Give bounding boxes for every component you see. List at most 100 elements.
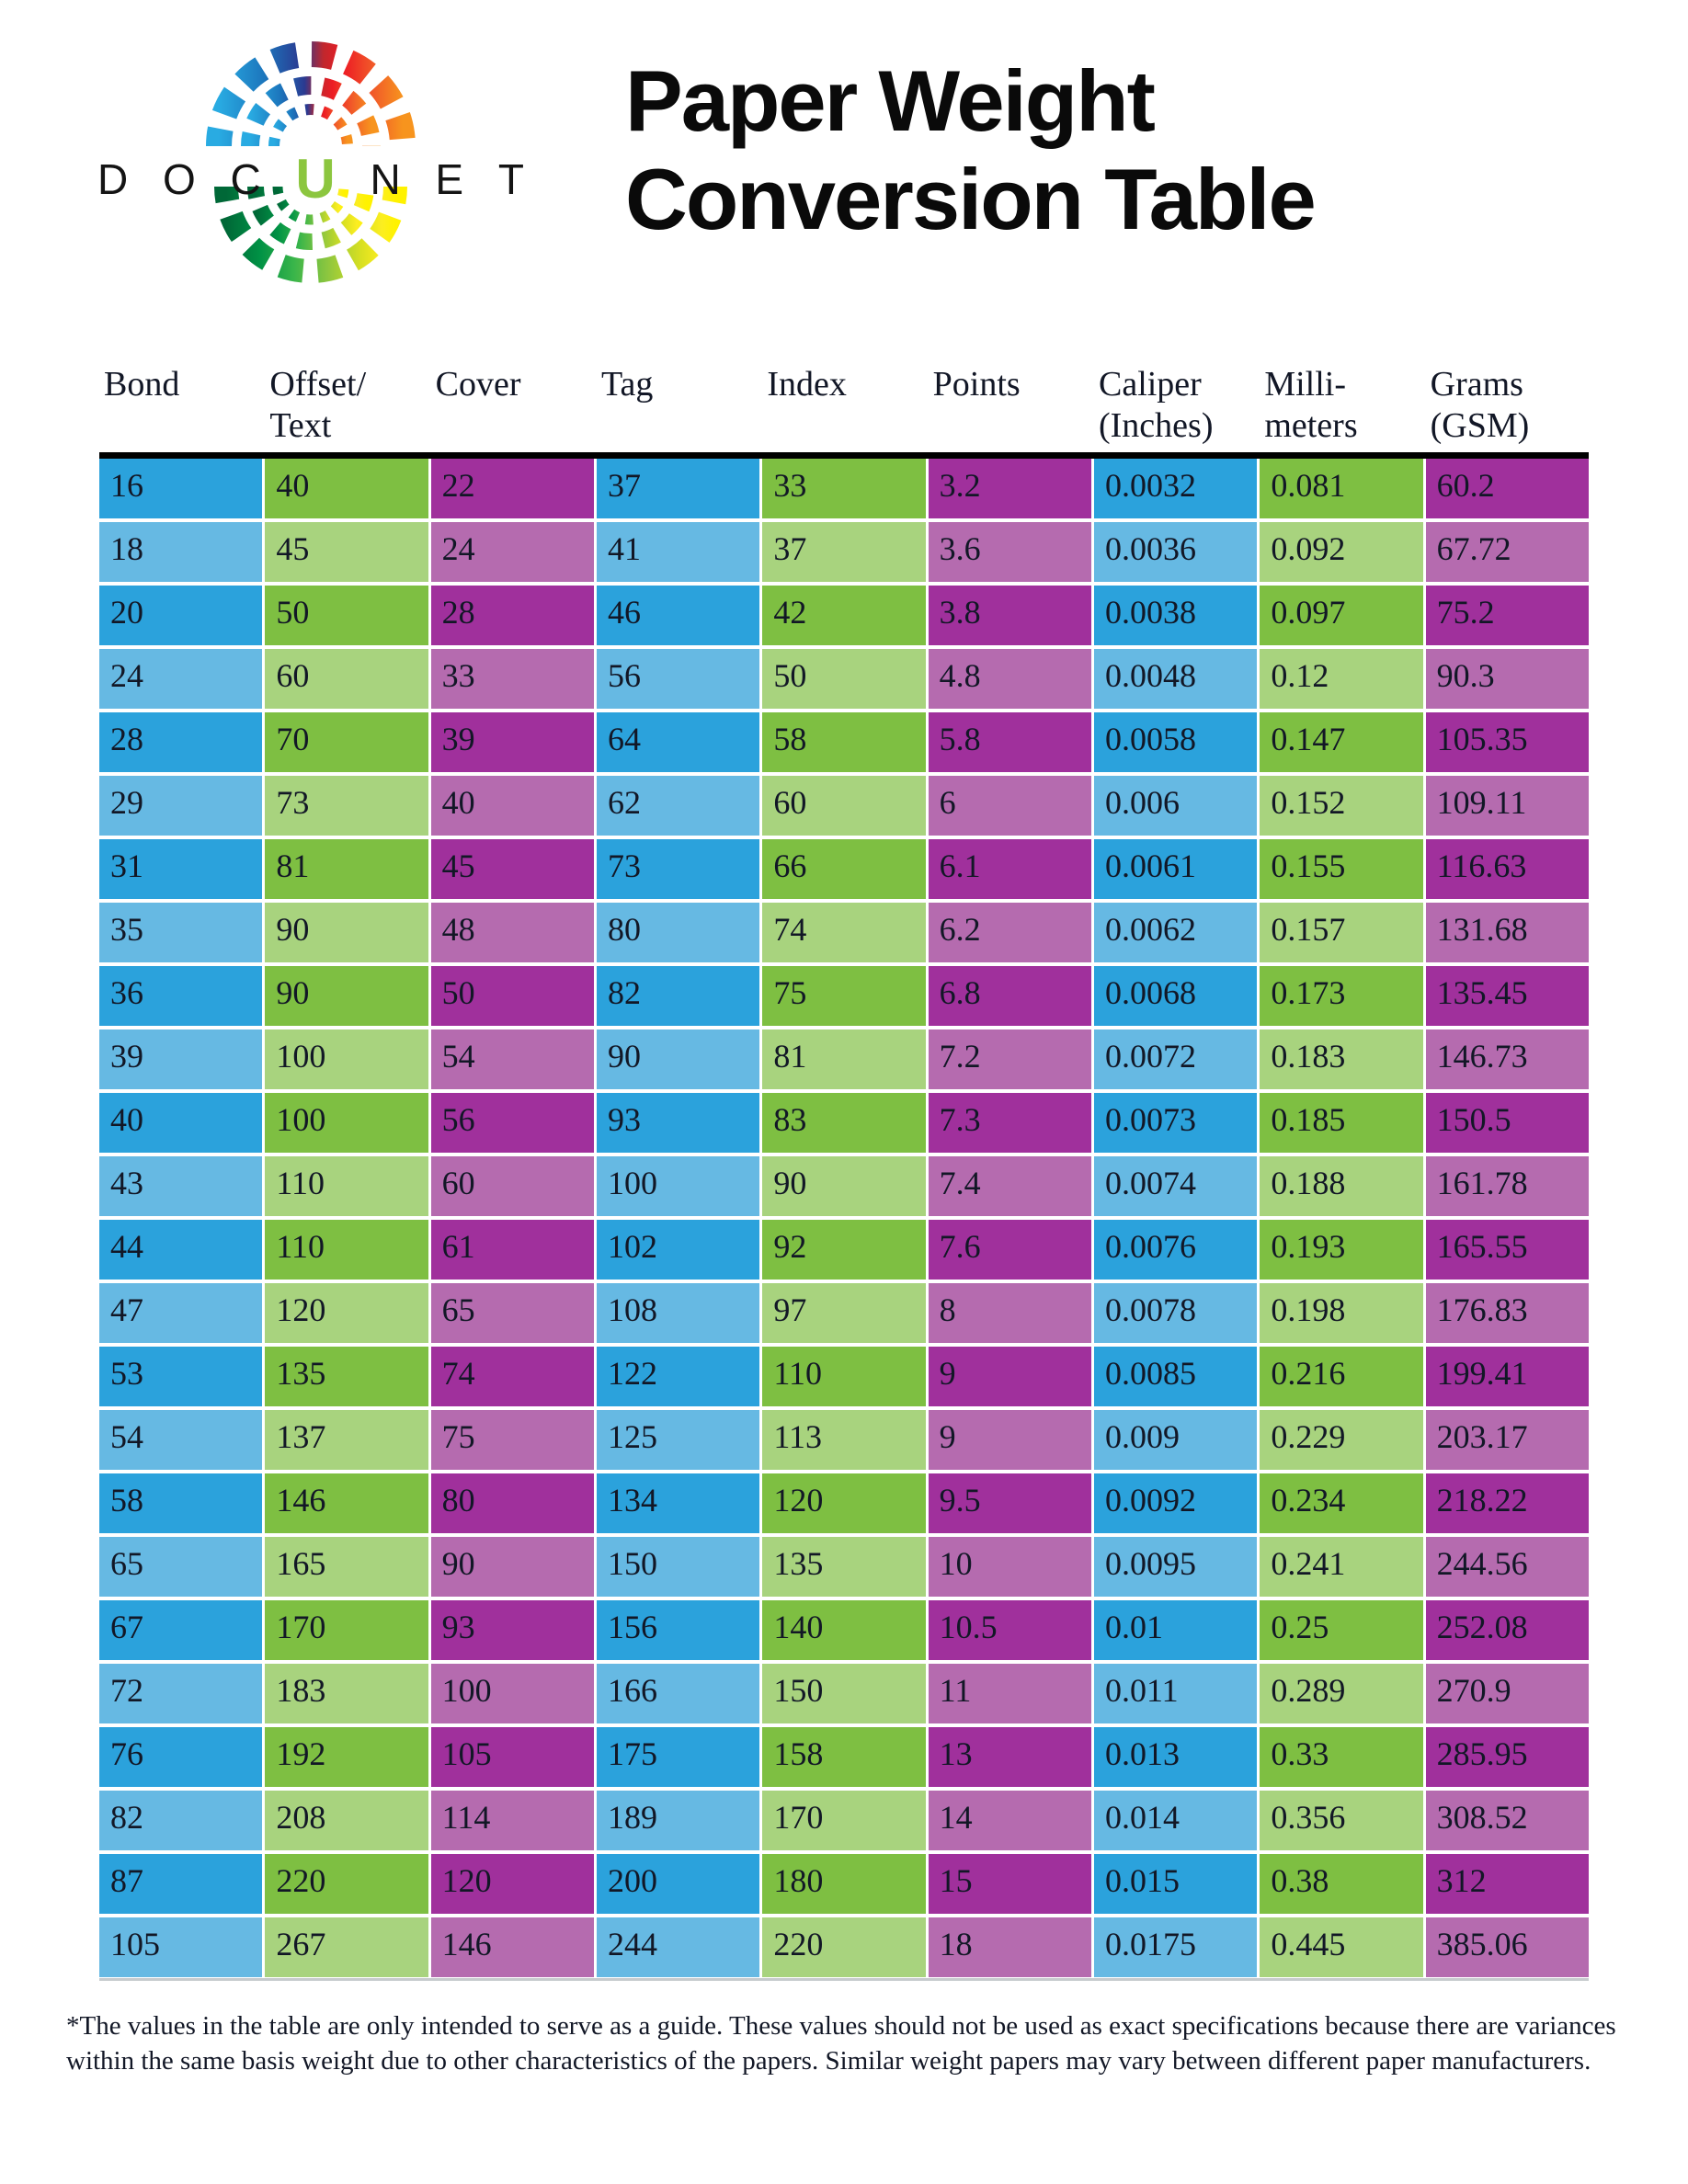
table-cell: 0.12 (1260, 649, 1423, 709)
table-cell: 0.092 (1260, 522, 1423, 582)
table-cell: 100 (265, 1029, 428, 1089)
table-cell: 65 (430, 1283, 594, 1343)
table-cell: 75 (430, 1410, 594, 1470)
table-cell: 6 (928, 776, 1091, 836)
logo-letter: T (497, 155, 524, 203)
table-cell: 16 (99, 459, 263, 518)
table-cell: 385.06 (1425, 1917, 1589, 1977)
table-cell: 0.33 (1260, 1727, 1423, 1787)
table-cell: 62 (596, 776, 760, 836)
table-cell: 80 (596, 903, 760, 962)
table-cell: 175 (596, 1727, 760, 1787)
table-cell: 75 (762, 966, 926, 1026)
docunet-logo-icon (206, 41, 416, 283)
table-cell: 65 (99, 1537, 263, 1597)
table-cell: 0.155 (1260, 839, 1423, 899)
table-cell: 60 (762, 776, 926, 836)
page-title: Paper Weight Conversion Table (625, 51, 1317, 248)
table-cell: 0.198 (1260, 1283, 1423, 1343)
table-cell: 0.0072 (1093, 1029, 1258, 1089)
table-cell: 176.83 (1425, 1283, 1589, 1343)
table-cell: 4.8 (928, 649, 1091, 709)
table-cell: 0.0068 (1093, 966, 1258, 1026)
table-cell: 0.0076 (1093, 1220, 1258, 1280)
table-cell: 22 (430, 459, 594, 518)
footnote: *The values in the table are only intend… (66, 2011, 1616, 2076)
table-cell: 244 (596, 1917, 760, 1977)
table-cell: 90 (596, 1029, 760, 1089)
table-cell: 15 (928, 1854, 1091, 1914)
table-cell: 90 (762, 1156, 926, 1216)
table-cell: 267 (265, 1917, 428, 1977)
table-cell: 0.014 (1093, 1791, 1258, 1850)
table-cell: 102 (596, 1220, 760, 1280)
table-cell: 199.41 (1425, 1347, 1589, 1406)
table-cell: 29 (99, 776, 263, 836)
table-cell: 93 (430, 1600, 594, 1660)
table-cell: 158 (762, 1727, 926, 1787)
table-cell: 0.289 (1260, 1664, 1423, 1723)
table-cell: 105.35 (1425, 712, 1589, 772)
table-cell: 220 (265, 1854, 428, 1914)
table-cell: 73 (596, 839, 760, 899)
table-cell: 46 (596, 586, 760, 645)
table-cell: 90 (430, 1537, 594, 1597)
table-cell: 83 (762, 1093, 926, 1153)
table-cell: 3.6 (928, 522, 1091, 582)
table-cell: 166 (596, 1664, 760, 1723)
table-cell: 244.56 (1425, 1537, 1589, 1597)
table-cell: 60 (265, 649, 428, 709)
table-cell: 146.73 (1425, 1029, 1589, 1089)
table-cell: 108 (596, 1283, 760, 1343)
table-cell: 8 (928, 1283, 1091, 1343)
table-cell: 285.95 (1425, 1727, 1589, 1787)
page-title-line2: Conversion Table (625, 151, 1317, 248)
table-cell: 113 (762, 1410, 926, 1470)
table-cell: 135 (762, 1537, 926, 1597)
table-cell: 50 (265, 586, 428, 645)
logo-letter: N (370, 155, 401, 203)
table-cell: 0.183 (1260, 1029, 1423, 1089)
table-cell: 73 (265, 776, 428, 836)
table-cell: 252.08 (1425, 1600, 1589, 1660)
table-cell: 37 (596, 459, 760, 518)
table-cell: 0.0036 (1093, 522, 1258, 582)
table-cell: 0.216 (1260, 1347, 1423, 1406)
table-cell: 24 (99, 649, 263, 709)
table-cell: 39 (99, 1029, 263, 1089)
table-cell: 28 (99, 712, 263, 772)
table-cell: 114 (430, 1791, 594, 1850)
column-header: Grams (GSM) (1430, 365, 1530, 445)
table-cell: 67 (99, 1600, 263, 1660)
table-cell: 41 (596, 522, 760, 582)
table-cell: 105 (99, 1917, 263, 1977)
table-cell: 6.8 (928, 966, 1091, 1026)
table-cell: 64 (596, 712, 760, 772)
table-cell: 109.11 (1425, 776, 1589, 836)
table-cell: 0.006 (1093, 776, 1258, 836)
logo-letter: C (230, 155, 261, 203)
table-cell: 308.52 (1425, 1791, 1589, 1850)
table-cell: 100 (265, 1093, 428, 1153)
table-cell: 9.5 (928, 1473, 1091, 1533)
table-cell: 28 (430, 586, 594, 645)
table-cell: 18 (928, 1917, 1091, 1977)
table-cell: 150 (762, 1664, 926, 1723)
table-cell: 90.3 (1425, 649, 1589, 709)
table-cell: 0.081 (1260, 459, 1423, 518)
table-cell: 61 (430, 1220, 594, 1280)
table-cell: 60.2 (1425, 459, 1589, 518)
table-cell: 100 (596, 1156, 760, 1216)
column-header: Points (932, 365, 1021, 404)
table-cell: 120 (430, 1854, 594, 1914)
table-cell: 3.8 (928, 586, 1091, 645)
table-cell: 92 (762, 1220, 926, 1280)
table-cell: 110 (265, 1156, 428, 1216)
table-cell: 70 (265, 712, 428, 772)
table-cell: 10 (928, 1537, 1091, 1597)
table-cell: 189 (596, 1791, 760, 1850)
table-cell: 125 (596, 1410, 760, 1470)
table-cell: 97 (762, 1283, 926, 1343)
table-cell: 9 (928, 1410, 1091, 1470)
